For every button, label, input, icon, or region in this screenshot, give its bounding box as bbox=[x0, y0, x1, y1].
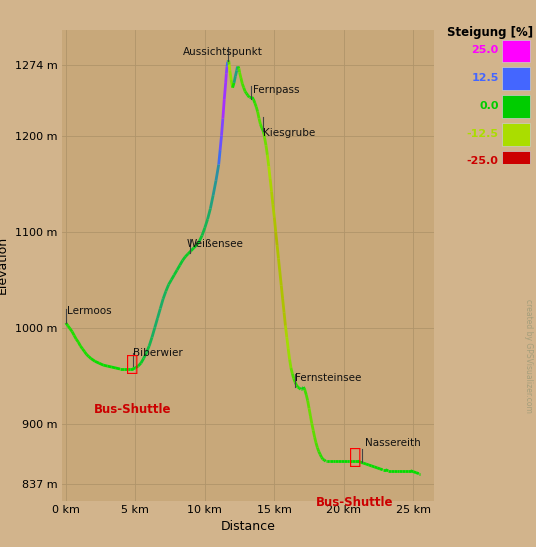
Text: Lermoos: Lermoos bbox=[67, 306, 112, 316]
Text: Fernsteinsee: Fernsteinsee bbox=[295, 374, 362, 383]
Text: Steigung [%]: Steigung [%] bbox=[446, 26, 533, 39]
Text: Aussichtspunkt: Aussichtspunkt bbox=[183, 47, 263, 57]
Text: Nassereith: Nassereith bbox=[364, 438, 420, 447]
Text: Biberwier: Biberwier bbox=[132, 348, 182, 358]
Text: Bus-Shuttle: Bus-Shuttle bbox=[94, 403, 172, 416]
Text: -12.5: -12.5 bbox=[467, 129, 498, 138]
Text: 0.0: 0.0 bbox=[479, 101, 498, 111]
Text: Weißensee: Weißensee bbox=[187, 239, 244, 249]
Text: 25.0: 25.0 bbox=[472, 45, 498, 55]
Bar bbox=[502, 123, 530, 146]
Text: created by GPSVisualizer.com: created by GPSVisualizer.com bbox=[524, 299, 533, 412]
Bar bbox=[502, 95, 530, 118]
Text: Kiesgrube: Kiesgrube bbox=[263, 127, 316, 138]
Bar bbox=[502, 67, 530, 90]
Text: 🚌: 🚌 bbox=[126, 354, 139, 374]
Text: Bus-Shuttle: Bus-Shuttle bbox=[316, 496, 393, 509]
Y-axis label: Elevation: Elevation bbox=[0, 236, 9, 294]
Bar bbox=[502, 39, 530, 62]
Bar bbox=[502, 150, 530, 173]
Text: 12.5: 12.5 bbox=[471, 73, 498, 83]
Text: -25.0: -25.0 bbox=[467, 156, 498, 166]
Text: 🚌: 🚌 bbox=[349, 447, 361, 467]
Text: Fernpass: Fernpass bbox=[254, 85, 300, 95]
X-axis label: Distance: Distance bbox=[220, 520, 276, 533]
